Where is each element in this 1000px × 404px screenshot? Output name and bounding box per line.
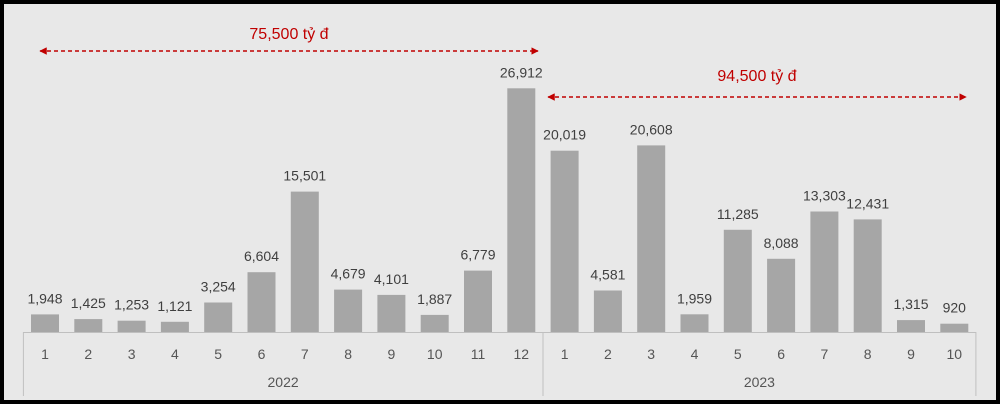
x-tick-label: 8 — [344, 346, 352, 362]
data-label: 1,253 — [114, 297, 149, 313]
bar-2023-8 — [853, 219, 882, 332]
x-tick-label: 6 — [258, 346, 266, 362]
bar-2022-6 — [247, 272, 276, 332]
x-tick-label: 6 — [777, 346, 785, 362]
data-label: 6,779 — [460, 247, 495, 263]
bar-2022-9 — [377, 294, 406, 332]
x-tick-label: 1 — [561, 346, 569, 362]
data-label: 1,425 — [71, 295, 106, 311]
x-tick-label: 10 — [427, 346, 443, 362]
x-tick-label: 7 — [821, 346, 829, 362]
bar-2023-7 — [810, 211, 839, 332]
x-tick-label: 3 — [647, 346, 655, 362]
chart-area: 1,948 1 1,425 2 1,253 3 1,121 4 3,254 5 6,604 6 15,5… — [4, 4, 996, 400]
x-tick-label: 2 — [84, 346, 92, 362]
data-label: 4,679 — [331, 266, 366, 282]
data-label: 1,315 — [893, 296, 928, 312]
data-label: 20,608 — [630, 121, 673, 137]
data-label: 12,431 — [846, 195, 889, 211]
x-group-label: 2023 — [744, 374, 775, 390]
bar-2022-8 — [334, 289, 363, 332]
data-label: 4,581 — [590, 267, 625, 283]
x-tick-label: 9 — [907, 346, 915, 362]
data-label: 3,254 — [201, 279, 236, 295]
data-label: 6,604 — [244, 248, 279, 264]
bar-2022-7 — [290, 191, 319, 332]
bar-2023-10 — [940, 323, 969, 332]
x-tick-label: 7 — [301, 346, 309, 362]
data-label: 11,285 — [717, 206, 759, 222]
bar-2022-1 — [31, 314, 59, 332]
annotation-label: 75,500 tỷ đ — [249, 26, 328, 43]
x-tick-label: 11 — [471, 346, 486, 362]
x-tick-label: 12 — [514, 346, 530, 362]
x-tick-label: 4 — [171, 346, 179, 362]
data-label: 15,501 — [283, 168, 326, 184]
data-label: 20,019 — [543, 127, 586, 143]
bar-chart: 1,948 1 1,425 2 1,253 3 1,121 4 3,254 5 6,604 6 15,5… — [22, 26, 977, 396]
bar-2023-4 — [680, 314, 709, 332]
x-tick-label: 9 — [388, 346, 396, 362]
x-tick-label: 5 — [734, 346, 742, 362]
bar-2023-3 — [637, 145, 666, 332]
bar-2022-11 — [464, 270, 492, 332]
bar-2023-9 — [897, 320, 925, 332]
x-tick-label: 1 — [41, 346, 49, 362]
bar-2022-3 — [117, 320, 146, 332]
data-label: 1,121 — [157, 298, 192, 314]
bar-2022-4 — [160, 321, 189, 332]
data-label: 4,101 — [374, 271, 409, 287]
bar-2022-5 — [204, 302, 233, 332]
data-label: 1,959 — [677, 290, 712, 306]
bar-2022-12 — [507, 88, 536, 332]
bar-2023-6 — [767, 258, 796, 332]
bar-2023-2 — [593, 290, 622, 332]
x-tick-label: 8 — [864, 346, 872, 362]
data-label: 13,303 — [803, 188, 846, 204]
data-label: 920 — [943, 300, 967, 316]
x-tick-label: 5 — [214, 346, 222, 362]
x-tick-label: 10 — [947, 346, 963, 362]
annotation-label: 94,500 tỷ đ — [717, 68, 796, 85]
data-label: 1,948 — [27, 290, 62, 306]
x-tick-label: 2 — [604, 346, 612, 362]
bar-2023-1 — [550, 150, 579, 332]
x-tick-label: 4 — [691, 346, 699, 362]
data-label: 1,887 — [417, 291, 452, 307]
data-label: 8,088 — [764, 235, 799, 251]
bar-2022-10 — [420, 314, 449, 332]
bar-2023-5 — [723, 229, 752, 332]
data-label: 26,912 — [500, 64, 543, 80]
x-group-label: 2022 — [268, 374, 299, 390]
x-tick-label: 3 — [128, 346, 136, 362]
bar-2022-2 — [74, 319, 103, 332]
